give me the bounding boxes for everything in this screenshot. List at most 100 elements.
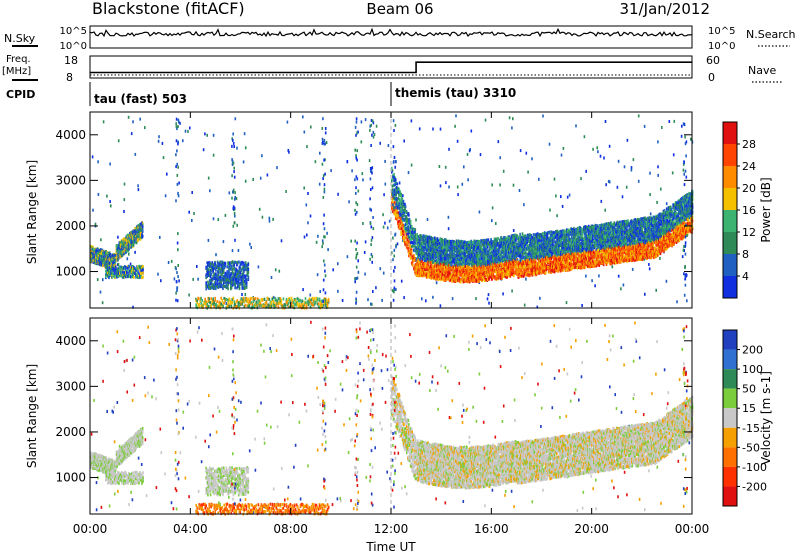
data-cell [401,213,404,216]
data-cell [449,260,452,264]
data-cell [399,210,401,214]
data-cell [219,285,221,289]
data-cell [225,277,228,281]
data-cell [208,299,210,302]
data-cell [211,283,214,286]
data-cell [264,301,267,305]
data-cell [393,208,396,212]
data-cell [452,247,455,250]
data-cell [402,239,404,242]
data-cell [379,141,381,145]
data-cell [208,273,210,277]
data-cell [266,173,269,177]
data-cell [448,248,450,252]
data-cell [132,274,134,278]
data-cell [219,260,221,264]
data-cell [432,237,435,241]
data-cell [434,275,436,279]
data-cell [123,210,125,213]
data-cell [676,300,678,304]
data-cell [220,272,222,276]
data-cell [216,282,219,286]
data-cell [424,269,426,273]
data-cell [435,281,438,285]
data-cell [502,292,504,296]
data-cell [237,285,239,289]
data-cell [319,303,322,307]
data-cell [414,230,416,234]
data-cell [581,304,583,307]
cpid-mode-2: themis (tau) 3310 [395,86,516,100]
data-cell [284,305,287,309]
data-cell [206,302,208,306]
data-cell [192,277,194,281]
data-cell [226,265,229,269]
data-cell [208,297,210,301]
data-cell [450,278,452,282]
data-cell [121,239,124,243]
data-cell [298,299,301,303]
data-cell [309,293,312,297]
data-cell [387,144,390,147]
data-cell [575,124,577,128]
data-cell [243,286,245,290]
data-cell [299,298,302,302]
data-cell [267,305,270,309]
data-cell [207,296,209,300]
data-cell [233,263,236,267]
data-cell [324,304,327,307]
data-cell [414,270,416,274]
data-cell [292,304,295,308]
data-cell [215,277,217,281]
data-cell [362,222,364,225]
data-cell [394,178,397,182]
data-cell [414,241,417,245]
data-cell [246,268,249,272]
data-cell [124,239,127,242]
data-cell [135,273,137,277]
data-cell [431,247,434,251]
data-cell [265,305,268,309]
data-cell [255,300,258,304]
data-cell [440,267,443,271]
data-cell [93,254,96,258]
data-cell [308,297,311,301]
data-cell [235,197,238,201]
data-cell [424,261,426,265]
data-cell [228,269,230,273]
data-cell [114,273,116,277]
data-cell [214,298,216,302]
data-cell [466,280,469,284]
data-cell [448,240,451,244]
data-cell [446,240,449,244]
data-cell [475,297,477,301]
data-cell [121,270,123,274]
data-cell [315,240,318,244]
data-cell [212,153,215,157]
data-cell [448,244,450,248]
data-cell [304,297,307,301]
data-cell [267,303,270,307]
data-cell [100,238,102,242]
data-cell [274,304,277,308]
data-cell [178,279,180,283]
data-cell [410,119,413,123]
data-cell [451,257,453,261]
data-cell [221,276,223,280]
data-cell [129,265,131,269]
data-cell [123,237,125,241]
data-cell [216,273,219,277]
data-cell [319,290,321,293]
data-cell [102,278,104,282]
data-cell [307,303,310,307]
data-cell [109,266,111,270]
data-cell [224,278,227,281]
data-cell [599,154,602,158]
data-cell [263,297,266,301]
data-cell [246,304,249,308]
data-cell [448,249,451,253]
data-cell [403,296,405,300]
data-cell [457,193,459,197]
data-cell [209,301,211,304]
data-cell [237,279,239,283]
